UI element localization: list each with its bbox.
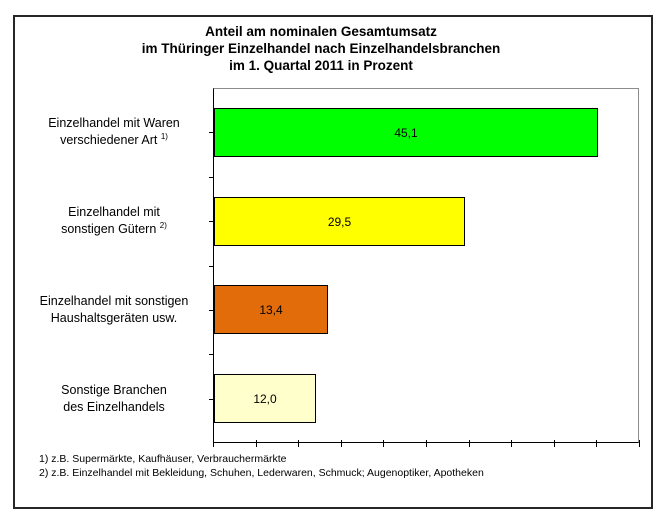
axis-tick (256, 440, 257, 447)
axis-tick (341, 440, 342, 447)
bar-value-label: 12,0 (253, 391, 277, 406)
category-label: Einzelhandel mit Waren verschiedener Art … (23, 115, 205, 149)
bar-3: 13,4 (214, 285, 328, 334)
bar-1: 45,1 (214, 108, 598, 157)
axis-tick (469, 440, 470, 447)
axis-tick (209, 354, 213, 355)
category-label-line: Haushaltsgeräten usw. (50, 311, 178, 325)
bar-2: 29,5 (214, 197, 465, 246)
category-label: Sonstige Branchen des Einzelhandels (23, 382, 205, 416)
axis-tick (209, 310, 213, 311)
axis-tick (209, 221, 213, 222)
category-label-line: Einzelhandel mit sonstigen (39, 294, 189, 308)
category-label: Einzelhandel mit sonstigen Haushaltsgerät… (23, 293, 205, 327)
axis-tick (383, 440, 384, 447)
axis-tick (209, 132, 213, 133)
chart-frame: Anteil am nominalen Gesamtumsatz im Thür… (13, 15, 653, 509)
axis-tick (209, 266, 213, 267)
axis-tick (209, 177, 213, 178)
category-label-line: Sonstige Branchen (61, 383, 167, 397)
category-label: Einzelhandel mit sonstigen Gütern 2) (23, 204, 205, 238)
axis-tick (554, 440, 555, 447)
footnote-1: 1) z.B. Supermärkte, Kaufhäuser, Verbrau… (39, 453, 287, 465)
bar-value-label: 45,1 (394, 125, 418, 140)
footnote-marker: 1) (160, 131, 168, 141)
axis-tick (298, 440, 299, 447)
chart-title-line-3: im 1. Quartal 2011 in Prozent (229, 58, 413, 73)
footnote-2: 2) z.B. Einzelhandel mit Bekleidung, Sch… (39, 466, 484, 479)
chart-title-line-2: im Thüringer Einzelhandel nach Einzelhan… (141, 41, 501, 56)
axis-tick (209, 399, 213, 400)
bar-4: 12,0 (214, 374, 316, 423)
bar-value-label: 13,4 (259, 302, 283, 317)
axis-tick (596, 440, 597, 447)
bar-value-label: 29,5 (327, 214, 352, 229)
category-label-line: Einzelhandel mit Waren (48, 116, 180, 130)
category-label-line: Einzelhandel mit (68, 205, 160, 219)
axis-tick (213, 440, 214, 447)
axis-tick (426, 440, 427, 447)
chart-title: Anteil am nominalen Gesamtumsatz im Thür… (15, 23, 627, 74)
chart-title-line-1: Anteil am nominalen Gesamtumsatz (205, 24, 437, 39)
category-label-line: des Einzelhandels (63, 400, 165, 414)
axis-tick (511, 440, 512, 447)
axis-tick (639, 440, 640, 447)
footnote-marker: 2) (159, 220, 167, 230)
category-label-line: sonstigen Gütern 2) (61, 220, 167, 236)
footnotes-block: 1) z.B. Supermärkte, Kaufhäuser, Verbrau… (39, 453, 484, 480)
category-label-line: verschiedener Art 1) (60, 131, 168, 147)
